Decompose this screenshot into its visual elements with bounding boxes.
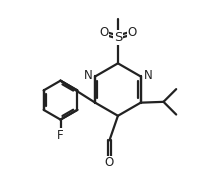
Text: N: N (83, 69, 92, 82)
Text: O: O (128, 26, 137, 39)
Text: N: N (144, 69, 153, 82)
Text: O: O (105, 156, 114, 169)
Text: F: F (57, 129, 64, 142)
Text: S: S (114, 31, 122, 44)
Text: O: O (99, 26, 108, 39)
